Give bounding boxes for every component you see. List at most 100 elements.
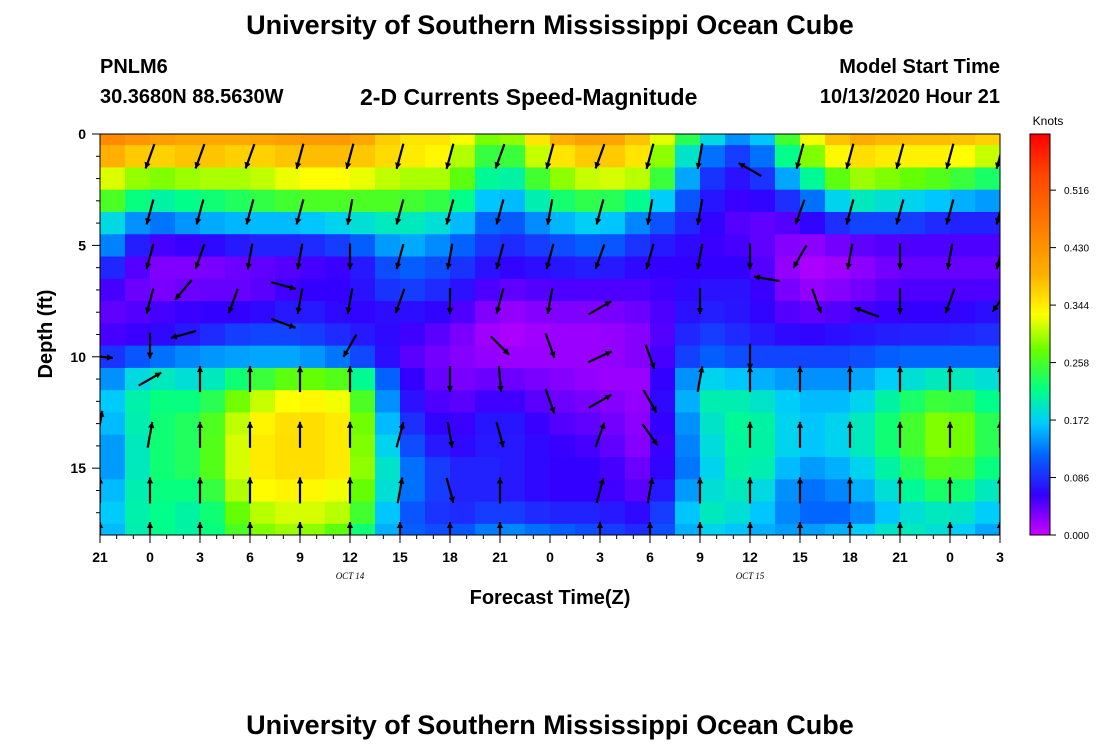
- current-vector: [946, 477, 954, 504]
- current-vector: [991, 299, 1000, 313]
- heatmap-cell: [275, 278, 301, 302]
- heatmap-cell: [500, 412, 526, 436]
- heatmap-cell: [750, 412, 776, 436]
- heatmap-cell: [925, 211, 951, 235]
- heatmap-cell: [125, 211, 151, 235]
- heatmap-cell: [650, 301, 676, 324]
- heatmap-cell: [850, 134, 876, 146]
- heatmap-cell: [275, 412, 301, 436]
- heatmap-cell: [300, 167, 326, 191]
- heatmap-cell: [775, 211, 801, 235]
- heatmap-cell: [350, 189, 376, 213]
- heatmap-cell: [650, 234, 676, 258]
- heatmap-cell: [275, 457, 301, 480]
- heatmap-cell: [575, 189, 601, 213]
- heatmap-cell: [250, 167, 276, 191]
- heatmap-cell: [350, 134, 376, 146]
- heatmap-cell: [325, 278, 351, 302]
- heatmap-cell: [975, 457, 1000, 480]
- heatmap-cell: [650, 412, 676, 436]
- heatmap-cell: [975, 323, 1000, 347]
- current-vector: [896, 288, 904, 315]
- heatmap-cell: [850, 323, 876, 347]
- current-vector: [246, 522, 254, 535]
- heatmap-cell: [375, 434, 401, 458]
- current-vector: [746, 243, 754, 270]
- heatmap-cell: [250, 457, 276, 480]
- heatmap-cell: [350, 234, 376, 258]
- x-tick-label: 6: [246, 549, 254, 565]
- current-vector: [227, 288, 239, 314]
- current-vector: [896, 421, 904, 448]
- heatmap-cell: [775, 345, 801, 369]
- current-vector: [594, 243, 606, 270]
- heatmap-cell: [125, 323, 151, 347]
- heatmap-cell: [725, 345, 751, 369]
- heatmap-cell: [325, 234, 351, 258]
- heatmap-cell: [375, 167, 401, 191]
- x-tick-label: 9: [696, 549, 704, 565]
- current-vector: [544, 388, 556, 414]
- heatmap-cell: [950, 256, 976, 280]
- current-vector: [446, 421, 455, 448]
- current-vector: [946, 421, 954, 448]
- heatmap-cell: [675, 523, 701, 535]
- current-vector: [645, 199, 654, 225]
- current-vector: [246, 366, 254, 393]
- heatmap-cell: [725, 390, 751, 414]
- current-vector: [995, 252, 1000, 270]
- heatmap-cell: [400, 234, 426, 258]
- heatmap-cell: [650, 501, 676, 525]
- heatmap-cell: [600, 145, 626, 169]
- heatmap-cell: [800, 145, 826, 169]
- heatmap-cell: [800, 167, 826, 191]
- heatmap-cell: [550, 501, 576, 525]
- heatmap-cell: [175, 189, 201, 213]
- x-axis-label: Forecast Time(Z): [470, 587, 631, 609]
- heatmap-cell: [425, 256, 451, 280]
- heatmap-cell: [750, 301, 776, 324]
- heatmap-cell: [925, 134, 951, 146]
- heatmap-cell: [825, 278, 851, 302]
- heatmap-cell: [825, 390, 851, 414]
- heatmap-cell: [350, 211, 376, 235]
- heatmap-cell: [100, 167, 126, 191]
- current-vector: [246, 421, 254, 448]
- current-vector: [588, 393, 612, 409]
- heatmap-cell: [875, 457, 901, 480]
- heatmap-cell: [300, 301, 326, 324]
- heatmap-cell: [600, 345, 626, 369]
- heatmap-cell: [450, 145, 476, 169]
- current-vector: [895, 143, 905, 170]
- y-axis-label: Depth (ft): [35, 290, 57, 379]
- current-vector: [996, 522, 1000, 535]
- current-vector: [945, 143, 955, 170]
- heatmap-cell: [375, 390, 401, 414]
- heatmap-cell: [850, 145, 876, 169]
- heatmap-cell: [900, 301, 926, 324]
- heatmap-cell: [150, 345, 176, 369]
- heatmap-cell: [375, 145, 401, 169]
- heatmap-cell: [450, 479, 476, 503]
- heatmap-cell: [975, 390, 1000, 414]
- heatmap-cell: [575, 211, 601, 235]
- heatmap-cell: [675, 167, 701, 191]
- heatmap-cell: [375, 345, 401, 369]
- heatmap-cell: [950, 189, 976, 213]
- current-vector: [746, 522, 754, 535]
- current-vector: [846, 366, 854, 393]
- heatmap-cell: [775, 323, 801, 347]
- heatmap-cell: [475, 301, 501, 324]
- current-vector: [595, 477, 605, 504]
- heatmap-cell: [800, 134, 826, 146]
- current-vector: [100, 477, 104, 504]
- heatmap-cell: [825, 167, 851, 191]
- heatmap-cell: [750, 189, 776, 213]
- current-vector: [846, 421, 854, 448]
- heatmap-cell: [500, 323, 526, 347]
- heatmap-cell: [325, 145, 351, 169]
- heatmap-cell: [275, 189, 301, 213]
- current-vector: [646, 522, 654, 535]
- y-tick-label: 5: [78, 237, 86, 253]
- current-vector: [845, 143, 855, 170]
